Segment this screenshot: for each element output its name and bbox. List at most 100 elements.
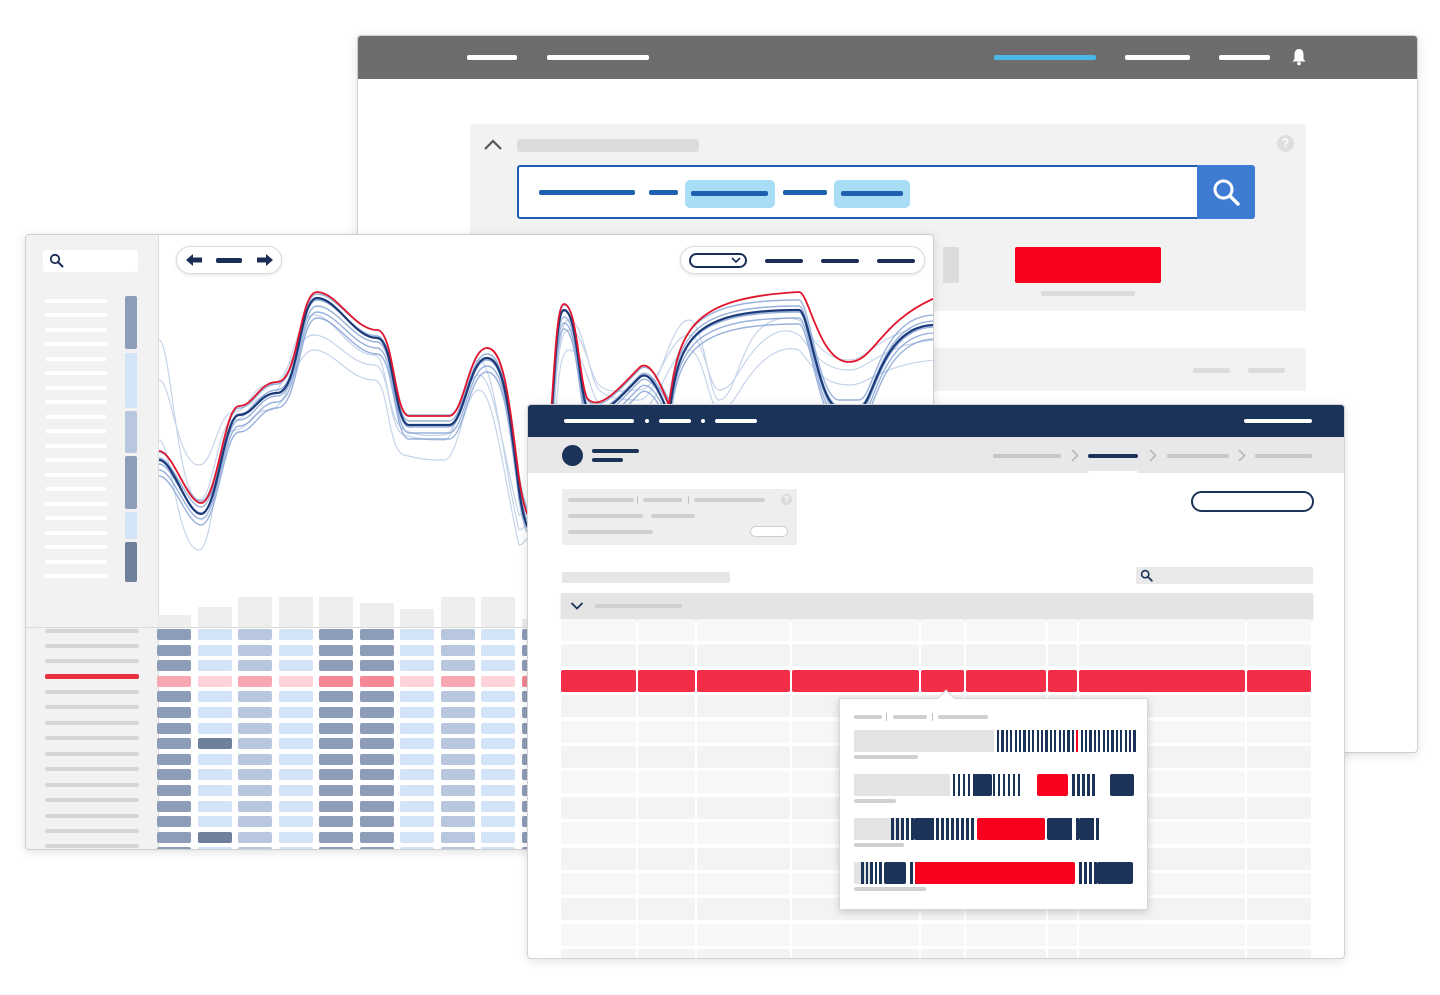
heatmap-cell[interactable] — [400, 800, 434, 812]
filter-item[interactable] — [45, 473, 107, 477]
filter-item[interactable] — [45, 502, 107, 506]
filter-item[interactable] — [45, 429, 107, 433]
heatmap-cell[interactable] — [481, 644, 515, 656]
heatmap-cell[interactable] — [481, 785, 515, 796]
heatmap-cell[interactable] — [278, 769, 313, 781]
help-icon[interactable]: ? — [781, 494, 792, 505]
heatmap-cell[interactable] — [319, 644, 353, 656]
heatmap-cell[interactable] — [238, 660, 272, 672]
heatmap-cell[interactable] — [197, 660, 232, 672]
secondary-button[interactable] — [943, 247, 959, 283]
heatmap-cell[interactable] — [440, 707, 475, 718]
heatmap-cell[interactable] — [197, 769, 232, 781]
search-button[interactable] — [1197, 165, 1255, 219]
row-label[interactable] — [45, 659, 139, 663]
filter-item[interactable] — [45, 531, 107, 535]
step-item[interactable] — [993, 454, 1061, 458]
heatmap-cell[interactable] — [319, 800, 353, 812]
heatmap-cell[interactable] — [440, 722, 475, 734]
nav-link[interactable] — [467, 55, 517, 60]
heatmap-cell[interactable] — [238, 707, 272, 718]
heatmap-cell[interactable] — [481, 847, 515, 849]
heatmap-cell[interactable] — [157, 691, 191, 703]
heatmap-cell[interactable] — [440, 753, 475, 765]
heatmap-cell[interactable] — [440, 738, 475, 750]
heatmap-cell[interactable] — [319, 675, 353, 687]
heatmap-cell[interactable] — [400, 738, 434, 750]
nav-link[interactable] — [547, 55, 649, 60]
heatmap-cell[interactable] — [157, 644, 191, 656]
heatmap-cell[interactable] — [481, 722, 515, 734]
heatmap-cell[interactable] — [359, 722, 394, 734]
view-select[interactable] — [689, 253, 747, 268]
heatmap-cell[interactable] — [197, 629, 232, 640]
heatmap-cell[interactable] — [319, 738, 353, 750]
heatmap-cell[interactable] — [319, 816, 353, 828]
heatmap-cell[interactable] — [359, 847, 394, 849]
filter-item[interactable] — [45, 415, 107, 419]
row-label[interactable] — [45, 798, 139, 802]
heatmap-cell[interactable] — [157, 629, 191, 640]
row-label[interactable] — [45, 690, 139, 694]
timeline-track[interactable] — [840, 774, 1149, 804]
heatmap-cell[interactable] — [278, 644, 313, 656]
heatmap-cell[interactable] — [359, 660, 394, 672]
table-row[interactable] — [561, 923, 1313, 946]
heatmap-cell[interactable] — [400, 691, 434, 703]
heatmap-cell[interactable] — [400, 675, 434, 687]
heatmap-cell[interactable] — [197, 816, 232, 828]
row-label-selected[interactable] — [45, 674, 139, 679]
heatmap-cell[interactable] — [319, 785, 353, 796]
primary-button[interactable] — [1015, 247, 1161, 283]
heatmap-cell[interactable] — [359, 831, 394, 843]
heatmap-cell[interactable] — [197, 753, 232, 765]
heatmap-cell[interactable] — [319, 707, 353, 718]
heatmap-cell[interactable] — [278, 785, 313, 796]
query-input[interactable] — [517, 165, 1199, 219]
heatmap-cell[interactable] — [400, 816, 434, 828]
query-chip[interactable] — [685, 180, 775, 208]
heatmap-cell[interactable] — [157, 847, 191, 849]
arrow-right-icon[interactable] — [256, 253, 274, 267]
heatmap-cell[interactable] — [157, 785, 191, 796]
heatmap-cell[interactable] — [197, 847, 232, 849]
heatmap-cell[interactable] — [400, 707, 434, 718]
heatmap-column-header[interactable] — [359, 603, 394, 627]
heatmap-cell[interactable] — [157, 816, 191, 828]
heatmap-cell[interactable] — [319, 691, 353, 703]
table-row[interactable] — [561, 949, 1313, 958]
heatmap-column-header[interactable] — [157, 615, 191, 627]
heatmap-column-header[interactable] — [319, 597, 353, 627]
row-label[interactable] — [45, 644, 139, 648]
heatmap-cell[interactable] — [440, 691, 475, 703]
heatmap-cell[interactable] — [319, 847, 353, 849]
heatmap-cell[interactable] — [238, 675, 272, 687]
heatmap-cell[interactable] — [157, 722, 191, 734]
header-breadcrumb[interactable] — [659, 419, 691, 423]
heatmap-cell[interactable] — [400, 660, 434, 672]
row-label[interactable] — [45, 705, 139, 709]
heatmap-cell[interactable] — [278, 816, 313, 828]
nav-link[interactable] — [1219, 55, 1270, 60]
heatmap-cell[interactable] — [238, 800, 272, 812]
row-label[interactable] — [45, 752, 139, 756]
heatmap-cell[interactable] — [157, 769, 191, 781]
heatmap-cell[interactable] — [278, 691, 313, 703]
table-row-flagged[interactable] — [561, 669, 1313, 692]
heatmap-cell[interactable] — [440, 800, 475, 812]
heatmap-cell[interactable] — [238, 691, 272, 703]
heatmap-cell[interactable] — [400, 847, 434, 849]
table-search-input[interactable] — [1136, 567, 1313, 584]
filter-item[interactable] — [45, 371, 107, 375]
heatmap-cell[interactable] — [481, 675, 515, 687]
heatmap-cell[interactable] — [481, 707, 515, 718]
heatmap-cell[interactable] — [278, 847, 313, 849]
heatmap-cell[interactable] — [359, 753, 394, 765]
heatmap-cell[interactable] — [157, 831, 191, 843]
heatmap-cell[interactable] — [238, 847, 272, 849]
heatmap-cell[interactable] — [157, 660, 191, 672]
heatmap-cell[interactable] — [359, 644, 394, 656]
heatmap-cell[interactable] — [197, 722, 232, 734]
row-label[interactable] — [45, 829, 139, 833]
arrow-left-icon[interactable] — [185, 253, 203, 267]
